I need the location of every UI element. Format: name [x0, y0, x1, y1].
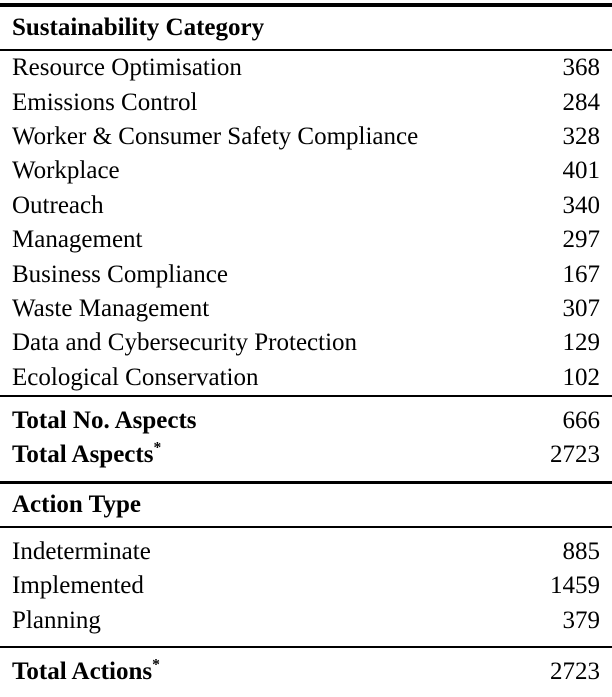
row-value: 379: [562, 606, 601, 634]
table-row: Ecological Conservation 102: [0, 361, 612, 395]
header-rule: [0, 49, 612, 51]
totals-rule: [0, 645, 612, 648]
row-label: Outreach: [12, 191, 104, 219]
total-value: 2723: [550, 441, 600, 469]
row-label: Data and Cybersecurity Protection: [12, 329, 358, 357]
row-value: 1459: [550, 572, 600, 600]
row-value: 885: [562, 537, 601, 565]
total-label: Total No. Aspects: [12, 407, 197, 435]
totals-rule: [0, 394, 612, 397]
total-label: Total Actions*: [12, 656, 160, 686]
top-rule: [0, 3, 612, 7]
row-value: 297: [562, 226, 601, 254]
row-value: 284: [562, 88, 601, 116]
table-row: Resource Optimisation 368: [0, 51, 612, 85]
row-value: 167: [562, 260, 601, 288]
table-row: Implemented 1459: [0, 569, 612, 603]
table-row: Waste Management 307: [0, 292, 612, 326]
table-row: Worker & Consumer Safety Compliance 328: [0, 120, 612, 154]
row-label: Worker & Consumer Safety Compliance: [12, 122, 419, 150]
table-row: Outreach 340: [0, 189, 612, 223]
row-label: Emissions Control: [12, 88, 198, 116]
row-value: 328: [562, 122, 601, 150]
total-row: Total No. Aspects 666: [0, 404, 612, 438]
section-divider-rule: [0, 480, 612, 484]
header-rule: [0, 525, 612, 528]
total-label: Total Aspects*: [12, 440, 162, 469]
row-label: Workplace: [12, 157, 120, 185]
action-rows: Indeterminate 885 Implemented 1459 Plann…: [0, 528, 612, 646]
table-row: Indeterminate 885: [0, 535, 612, 569]
row-value: 129: [562, 329, 601, 357]
row-label: Indeterminate: [12, 537, 151, 565]
superscript-asterisk: *: [153, 440, 162, 458]
total-row: Total Aspects* 2723: [0, 438, 612, 472]
category-rows: Resource Optimisation 368 Emissions Cont…: [0, 51, 612, 395]
table-row: Management 297: [0, 223, 612, 257]
total-row: Total Actions* 2723: [0, 655, 612, 689]
row-label: Business Compliance: [12, 260, 228, 288]
row-label: Management: [12, 226, 143, 254]
row-value: 307: [562, 294, 601, 322]
row-label: Ecological Conservation: [12, 363, 259, 391]
table-row: Workplace 401: [0, 154, 612, 188]
row-label: Implemented: [12, 572, 144, 600]
row-value: 401: [562, 157, 601, 185]
row-value: 368: [562, 54, 601, 82]
actions-totals: Total Actions* 2723: [0, 648, 612, 697]
total-value: 666: [562, 407, 601, 435]
row-label: Resource Optimisation: [12, 54, 242, 82]
table-row: Planning 379: [0, 603, 612, 637]
table-row: Emissions Control 284: [0, 85, 612, 119]
table-row: Data and Cybersecurity Protection 129: [0, 326, 612, 360]
aspects-totals: Total No. Aspects 666 Total Aspects* 272…: [0, 397, 612, 481]
section-header-action-type: Action Type: [12, 490, 141, 518]
section-header-sustainability-category: Sustainability Category: [12, 14, 265, 41]
superscript-asterisk: *: [152, 656, 160, 674]
row-label: Planning: [12, 606, 101, 634]
row-value: 340: [562, 191, 601, 219]
row-label: Waste Management: [12, 294, 210, 322]
row-value: 102: [562, 363, 601, 391]
table-row: Business Compliance 167: [0, 257, 612, 291]
total-value: 2723: [550, 658, 600, 686]
paper-table: Sustainability Category Resource Optimis…: [0, 3, 612, 697]
